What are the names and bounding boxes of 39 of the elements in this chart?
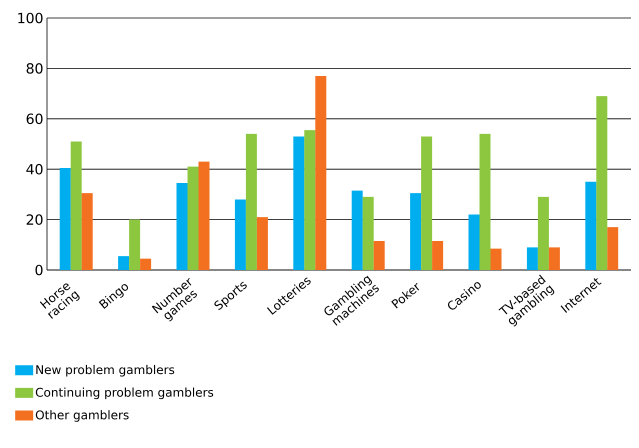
bar (585, 182, 596, 270)
bar (140, 258, 152, 270)
bar (596, 96, 608, 270)
bar (256, 217, 268, 270)
legend-label: Other gamblers (36, 410, 129, 422)
bar (176, 183, 188, 270)
bar (421, 136, 432, 270)
bar (538, 196, 549, 270)
legend-label: Continuing problem gamblers (36, 388, 214, 400)
bar (304, 130, 316, 270)
bar (315, 76, 326, 270)
bar (362, 196, 374, 270)
bar (490, 248, 502, 270)
y-tick-label: 80 (26, 63, 43, 74)
bar (188, 166, 199, 270)
bar (374, 241, 385, 270)
y-tick-label: 40 (26, 164, 43, 174)
bar (293, 136, 304, 270)
bar (548, 247, 560, 270)
bar (70, 141, 82, 270)
y-tick-label: 100 (18, 12, 43, 24)
bar (60, 168, 71, 270)
bar (480, 134, 491, 270)
y-tick-label: 60 (26, 114, 43, 124)
bar (410, 193, 422, 270)
bar (526, 247, 538, 270)
legend-label: New problem gamblers (36, 364, 174, 377)
bar (118, 256, 130, 270)
bar (432, 241, 444, 270)
bar (246, 134, 257, 270)
y-tick-label: 20 (26, 214, 43, 225)
bar (82, 193, 93, 270)
bar (198, 162, 210, 270)
y-tick-label: 0 (35, 264, 43, 276)
bar (352, 190, 363, 270)
bar (129, 220, 140, 270)
bar (468, 214, 480, 270)
bar (234, 199, 246, 270)
bar (607, 227, 618, 270)
